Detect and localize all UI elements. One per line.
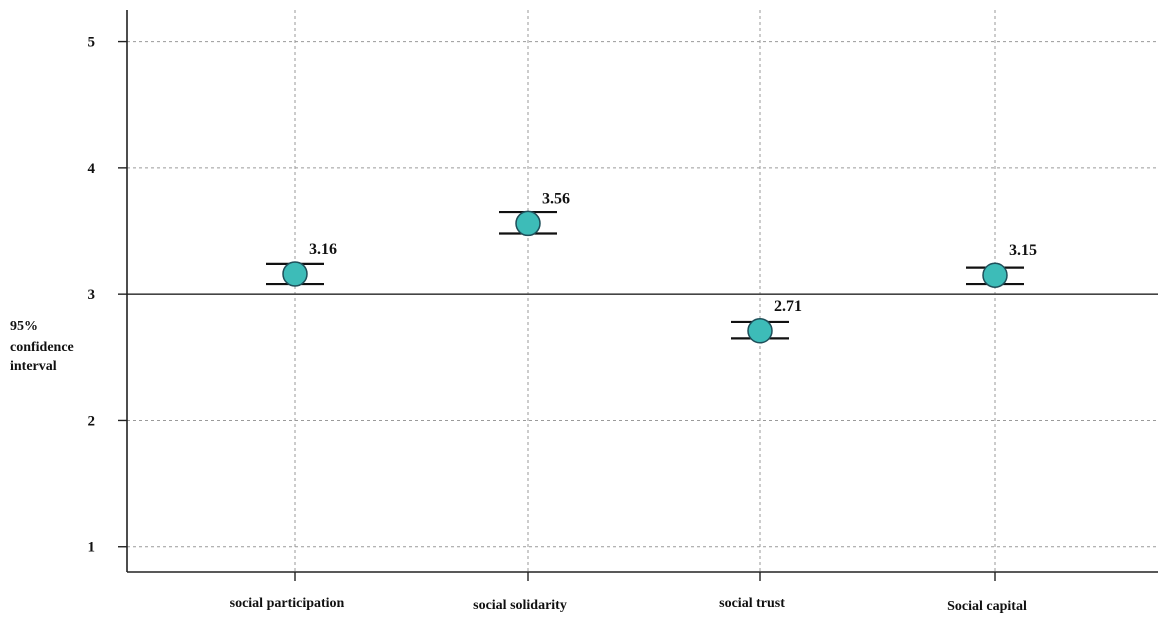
y-tick-label: 4 — [88, 161, 96, 177]
value-label: 3.56 — [542, 190, 570, 207]
y-tick-label: 5 — [88, 35, 96, 51]
y-tick-label: 3 — [88, 287, 96, 303]
y-axis-title: 95% — [10, 319, 38, 334]
x-category-label: social participation — [230, 596, 345, 611]
x-category-label: Social capital — [947, 599, 1027, 614]
grid-layer — [127, 10, 1158, 572]
mean-point — [982, 262, 1008, 288]
value-label: 3.15 — [1009, 242, 1037, 259]
y-tick-label: 1 — [88, 540, 96, 556]
mean-point — [282, 261, 308, 287]
axis-layer — [118, 10, 1158, 581]
mean-point — [747, 318, 773, 344]
y-tick-label: 2 — [88, 413, 96, 429]
label-layer: 1 2 3 4 5 social participation social solidari… — [10, 35, 1037, 614]
x-category-label: social solidarity — [473, 598, 567, 613]
value-label: 3.16 — [309, 241, 337, 258]
marks-layer — [266, 210, 1024, 344]
y-axis-title: confidence — [10, 340, 74, 355]
y-axis-title: interval — [10, 359, 57, 374]
x-category-label: social trust — [719, 596, 785, 611]
value-label: 2.71 — [774, 298, 802, 315]
mean-point — [515, 210, 541, 237]
